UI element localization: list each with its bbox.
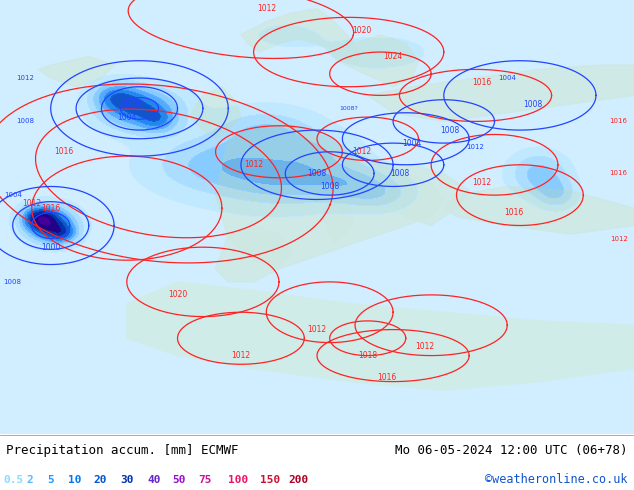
Text: 1008: 1008 [307,169,327,178]
Text: 1016: 1016 [610,171,628,176]
Text: 1004: 1004 [403,139,422,147]
Text: 100: 100 [228,475,249,485]
Polygon shape [368,65,634,122]
Text: 1008: 1008 [441,125,460,135]
Text: 1012: 1012 [307,325,327,334]
Text: 1020: 1020 [168,291,187,299]
Text: 1012: 1012 [257,4,276,13]
Text: 1012: 1012 [352,147,371,156]
Text: 30: 30 [120,475,134,485]
Polygon shape [216,225,292,282]
Text: 1012: 1012 [467,145,484,150]
Polygon shape [323,195,355,243]
Polygon shape [241,9,361,65]
Text: 1004: 1004 [4,192,22,198]
Text: 1004: 1004 [498,75,516,81]
Text: 1012: 1012 [16,75,34,81]
Text: 1008: 1008 [16,119,34,124]
Text: 20: 20 [94,475,107,485]
Text: 1004: 1004 [117,113,136,122]
Text: 1012: 1012 [231,351,250,360]
Text: 1012: 1012 [610,236,628,242]
Text: Mo 06-05-2024 12:00 UTC (06+78): Mo 06-05-2024 12:00 UTC (06+78) [395,444,628,457]
Text: 1008: 1008 [523,99,542,109]
Polygon shape [444,187,634,234]
Polygon shape [330,35,418,87]
Text: 1016: 1016 [504,208,523,217]
Text: 50: 50 [172,475,186,485]
Text: 10: 10 [68,475,82,485]
Text: 0.5: 0.5 [3,475,23,485]
Text: 1016: 1016 [610,119,628,124]
Text: 1000: 1000 [41,243,60,252]
Text: 1008: 1008 [320,182,339,191]
Text: 1024: 1024 [384,52,403,61]
Text: 150: 150 [260,475,280,485]
Text: 1008: 1008 [124,99,143,109]
Text: 1012: 1012 [22,199,41,208]
Text: 75: 75 [198,475,212,485]
Text: 1008?: 1008? [339,106,358,111]
Text: 200: 200 [288,475,309,485]
Text: 1012: 1012 [472,178,491,187]
Text: 1016: 1016 [377,373,396,382]
Text: 1018: 1018 [358,351,377,360]
Polygon shape [216,122,444,269]
Text: 2: 2 [27,475,34,485]
Polygon shape [368,165,469,225]
Polygon shape [127,282,634,390]
Text: ©weatheronline.co.uk: ©weatheronline.co.uk [485,473,628,487]
Text: 1012: 1012 [244,160,263,169]
Polygon shape [190,87,241,139]
Text: 1016: 1016 [54,147,73,156]
Text: 1008: 1008 [4,279,22,285]
Text: 40: 40 [147,475,160,485]
Text: 5: 5 [48,475,55,485]
Text: 1008: 1008 [390,169,409,178]
Text: 1016: 1016 [472,78,491,87]
Text: 1016: 1016 [41,204,60,213]
Text: Precipitation accum. [mm] ECMWF: Precipitation accum. [mm] ECMWF [6,444,239,457]
Polygon shape [38,56,114,87]
Text: 1012: 1012 [415,343,434,351]
Text: 1020: 1020 [352,26,371,35]
